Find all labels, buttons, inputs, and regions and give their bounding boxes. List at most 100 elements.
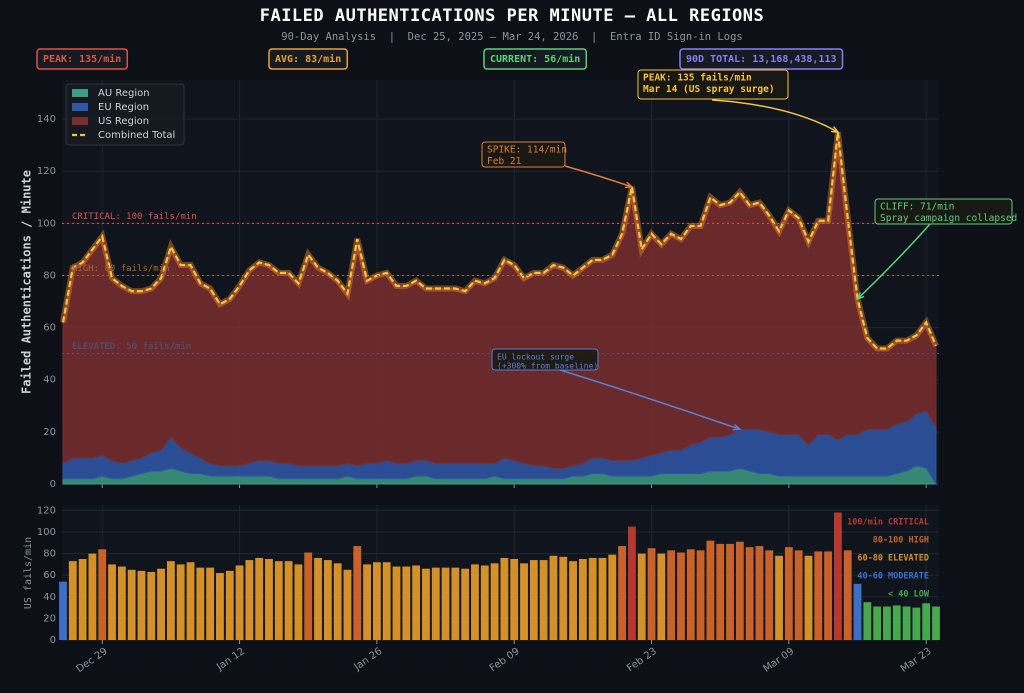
badge-text: PEAK: 135/min bbox=[43, 53, 121, 65]
y-tick-label: 20 bbox=[43, 427, 56, 438]
x-tick-label: Jan 26 bbox=[352, 646, 385, 674]
arrow-head bbox=[624, 181, 634, 189]
bar bbox=[59, 581, 67, 640]
bar bbox=[686, 549, 695, 640]
bar bbox=[274, 561, 283, 640]
band-label: 60-80 ELEVATED bbox=[857, 554, 929, 564]
arrow-head bbox=[830, 126, 840, 134]
bar bbox=[451, 567, 460, 640]
annotation-arrow bbox=[564, 165, 633, 188]
badge-text: AVG: 83/min bbox=[275, 53, 341, 65]
legend-label: AU Region bbox=[98, 88, 150, 99]
bar bbox=[922, 603, 931, 640]
bar bbox=[814, 551, 823, 640]
y-axis-label: Failed Authentications / Minute bbox=[20, 170, 34, 394]
y-tick-label: 80 bbox=[43, 270, 56, 281]
bar bbox=[176, 564, 185, 640]
x-tick-label: Feb 23 bbox=[625, 646, 659, 674]
bar bbox=[333, 563, 342, 640]
band-label: > 100/min CRITICAL bbox=[837, 517, 929, 528]
y-tick-label: 40 bbox=[43, 592, 56, 603]
bar bbox=[245, 560, 254, 640]
badge bbox=[483, 48, 588, 70]
bar bbox=[343, 569, 352, 640]
y-tick-label: 80 bbox=[43, 549, 56, 560]
x-tick-label: Jan 12 bbox=[214, 646, 247, 674]
bar bbox=[912, 607, 921, 640]
bar bbox=[372, 562, 381, 640]
bar bbox=[618, 546, 627, 640]
bar bbox=[471, 564, 479, 640]
bar bbox=[627, 526, 636, 640]
annotation-box bbox=[874, 198, 1013, 225]
arrow-head bbox=[732, 424, 742, 431]
annotation-box bbox=[481, 141, 566, 168]
bar bbox=[265, 559, 273, 640]
y-tick-label: 60 bbox=[43, 570, 56, 581]
y-tick-label: 100 bbox=[37, 218, 56, 229]
y-tick-label: 140 bbox=[37, 114, 56, 125]
bar bbox=[255, 557, 264, 640]
bar bbox=[569, 561, 577, 640]
bar bbox=[382, 562, 391, 640]
bar bbox=[824, 551, 833, 640]
annotation-arrow bbox=[857, 223, 931, 300]
y-tick-label: 120 bbox=[37, 505, 56, 516]
bar bbox=[353, 546, 362, 640]
bar bbox=[775, 555, 783, 640]
bar bbox=[225, 570, 234, 640]
x-tick-label: Feb 09 bbox=[488, 646, 522, 674]
legend: AU Region EU Region US Region Combined Tota… bbox=[65, 83, 185, 146]
legend-label: Combined Total bbox=[98, 130, 175, 141]
bar bbox=[480, 565, 489, 640]
y-axis-label: US fails/min bbox=[23, 537, 34, 609]
threshold-label: CRITICAL: 100 fails/min bbox=[72, 212, 197, 222]
bar bbox=[804, 555, 813, 640]
bar bbox=[520, 563, 528, 640]
annotation-box bbox=[637, 69, 789, 100]
annotation-text: Mar 14 (US spray surge) bbox=[643, 84, 775, 95]
arrow-head bbox=[856, 292, 865, 301]
bar bbox=[863, 602, 872, 640]
bar bbox=[363, 564, 372, 640]
bar bbox=[726, 543, 734, 640]
bar bbox=[235, 565, 244, 640]
x-tick-label: Dec 29 bbox=[74, 646, 109, 675]
bar bbox=[314, 557, 322, 640]
y-tick-label: 60 bbox=[43, 323, 56, 334]
bar bbox=[932, 606, 940, 640]
bar bbox=[127, 569, 136, 640]
bar bbox=[402, 566, 411, 640]
bar bbox=[137, 570, 146, 640]
bar bbox=[392, 566, 401, 640]
bar bbox=[902, 606, 911, 640]
bar bbox=[431, 567, 440, 640]
bar bbox=[657, 553, 666, 640]
bar bbox=[157, 568, 166, 640]
bar bbox=[490, 563, 499, 640]
bar bbox=[98, 549, 107, 640]
bar bbox=[598, 557, 607, 640]
bar bbox=[647, 548, 656, 640]
bar bbox=[117, 566, 126, 640]
annotation-text: EU lockout surge bbox=[497, 353, 574, 362]
bar bbox=[549, 555, 558, 640]
bar bbox=[833, 512, 842, 640]
bar bbox=[294, 564, 303, 640]
y-tick-label: 40 bbox=[43, 375, 56, 386]
band-label: < 40 LOW bbox=[888, 590, 930, 600]
bar bbox=[588, 557, 597, 640]
annotation-box bbox=[491, 348, 599, 371]
annotation-text: PEAK: 135 fails/min bbox=[643, 73, 752, 84]
bar bbox=[755, 546, 764, 640]
total-line bbox=[61, 132, 938, 350]
bar bbox=[147, 571, 156, 640]
annotation-arrow bbox=[559, 369, 741, 430]
x-tick-label: Mar 09 bbox=[762, 646, 797, 675]
band-label: 80-100 HIGH bbox=[873, 536, 929, 546]
bar bbox=[461, 568, 470, 640]
bar bbox=[559, 556, 568, 640]
bar bbox=[166, 561, 175, 640]
